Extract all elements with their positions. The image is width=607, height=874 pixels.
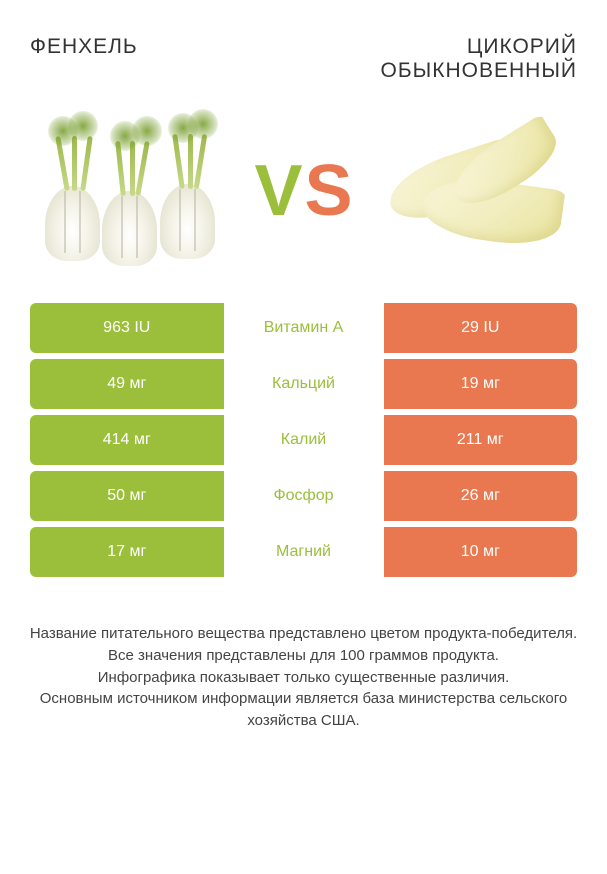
value-left: 963 IU [30, 303, 224, 353]
hero-row: V S [0, 93, 607, 303]
footnote-line: Основным источником информации является … [25, 688, 582, 732]
vs-s: S [305, 155, 353, 227]
value-right: 19 мг [384, 359, 578, 409]
nutrient-label: Калий [224, 415, 384, 465]
footnote-line: Инфографика показывает только существенн… [25, 667, 582, 689]
nutrient-label: Кальций [224, 359, 384, 409]
value-right: 26 мг [384, 471, 578, 521]
nutrient-label: Фосфор [224, 471, 384, 521]
nutrient-label: Магний [224, 527, 384, 577]
nutrient-label: Витамин A [224, 303, 384, 353]
value-right: 10 мг [384, 527, 578, 577]
table-row: 49 мгКальций19 мг [30, 359, 577, 409]
chicory-image [377, 106, 577, 276]
footnote: Название питательного вещества представл… [0, 583, 607, 732]
comparison-table: 963 IUВитамин A29 IU 49 мгКальций19 мг 414… [0, 303, 607, 577]
value-left: 50 мг [30, 471, 224, 521]
table-row: 963 IUВитамин A29 IU [30, 303, 577, 353]
fennel-image [30, 106, 230, 276]
value-left: 17 мг [30, 527, 224, 577]
header: ФЕНХЕЛЬ ЦИКОРИЙ ОБЫКНОВЕННЫЙ [0, 0, 607, 93]
vs-label: V S [254, 155, 352, 227]
table-row: 50 мгФосфор26 мг [30, 471, 577, 521]
vs-v: V [254, 155, 302, 227]
value-left: 414 мг [30, 415, 224, 465]
table-row: 414 мгКалий211 мг [30, 415, 577, 465]
footnote-line: Название питательного вещества представл… [25, 623, 582, 645]
value-right: 211 мг [384, 415, 578, 465]
footnote-line: Все значения представлены для 100 граммо… [25, 645, 582, 667]
value-right: 29 IU [384, 303, 578, 353]
title-left: ФЕНХЕЛЬ [30, 35, 276, 83]
title-right: ЦИКОРИЙ ОБЫКНОВЕННЫЙ [276, 35, 577, 83]
table-row: 17 мгМагний10 мг [30, 527, 577, 577]
value-left: 49 мг [30, 359, 224, 409]
